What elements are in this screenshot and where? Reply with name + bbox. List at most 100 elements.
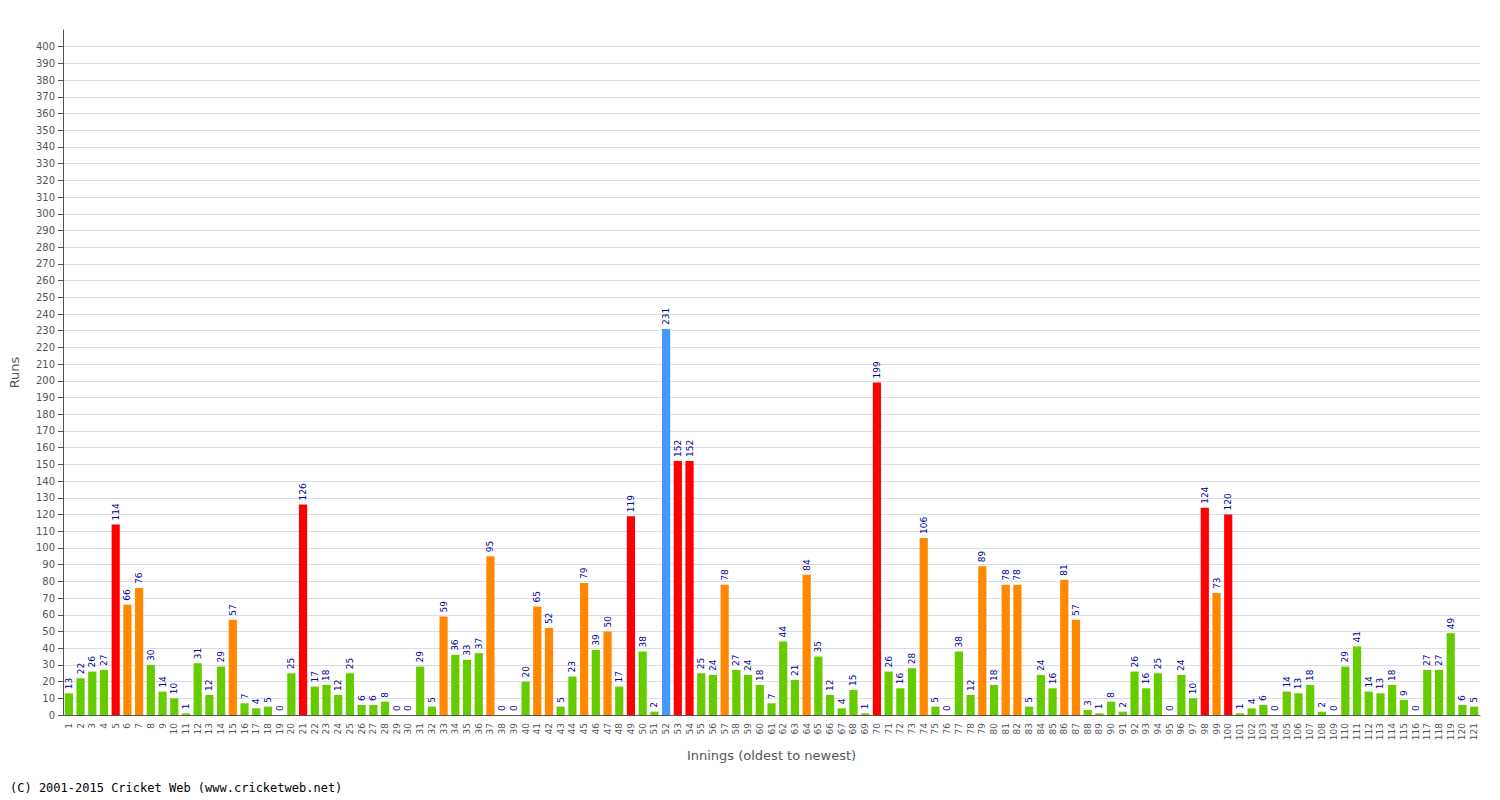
svg-text:20: 20 [42, 676, 55, 687]
svg-text:29: 29 [1340, 651, 1350, 663]
svg-text:0: 0 [49, 710, 55, 721]
svg-text:100: 100 [36, 542, 55, 553]
svg-text:109: 109 [1329, 723, 1339, 740]
svg-text:76: 76 [942, 723, 952, 735]
svg-text:7: 7 [134, 723, 144, 729]
svg-text:140: 140 [36, 476, 55, 487]
svg-text:370: 370 [36, 91, 55, 102]
svg-text:43: 43 [556, 723, 566, 734]
svg-text:120: 120 [36, 509, 55, 520]
svg-text:8: 8 [1106, 692, 1116, 698]
svg-text:88: 88 [1083, 723, 1093, 735]
svg-text:55: 55 [696, 723, 706, 734]
svg-text:38: 38 [497, 723, 507, 735]
svg-text:70: 70 [872, 723, 882, 735]
svg-text:52: 52 [544, 613, 554, 624]
svg-text:14: 14 [1364, 676, 1374, 688]
svg-text:0: 0 [1329, 705, 1339, 711]
svg-text:59: 59 [743, 723, 753, 735]
svg-text:18: 18 [755, 669, 765, 681]
svg-text:290: 290 [36, 225, 55, 236]
svg-text:41: 41 [532, 723, 542, 734]
svg-text:92: 92 [1130, 723, 1140, 734]
svg-text:81: 81 [1001, 723, 1011, 734]
svg-text:60: 60 [755, 723, 765, 735]
svg-text:124: 124 [1200, 486, 1210, 503]
svg-text:350: 350 [36, 125, 55, 136]
svg-text:6: 6 [368, 695, 378, 701]
svg-text:28: 28 [907, 652, 917, 664]
svg-text:4: 4 [837, 698, 847, 704]
svg-text:98: 98 [1200, 723, 1210, 735]
svg-text:18: 18 [1305, 669, 1315, 681]
svg-text:36: 36 [450, 639, 460, 651]
svg-text:0: 0 [497, 705, 507, 711]
svg-text:77: 77 [954, 723, 964, 734]
svg-text:13: 13 [204, 723, 214, 734]
svg-text:10: 10 [1188, 683, 1198, 695]
svg-text:4: 4 [99, 723, 109, 729]
svg-text:31: 31 [193, 648, 203, 659]
svg-text:119: 119 [1446, 723, 1456, 740]
svg-text:270: 270 [36, 258, 55, 269]
svg-text:310: 310 [36, 192, 55, 203]
svg-text:99: 99 [1212, 723, 1222, 735]
svg-text:18: 18 [1387, 669, 1397, 681]
svg-text:280: 280 [36, 242, 55, 253]
svg-text:12: 12 [333, 679, 343, 690]
svg-text:104: 104 [1270, 723, 1280, 740]
svg-text:16: 16 [240, 723, 250, 735]
svg-text:24: 24 [333, 723, 343, 735]
svg-text:25: 25 [286, 658, 296, 669]
svg-text:32: 32 [427, 723, 437, 734]
svg-text:30: 30 [146, 649, 156, 661]
svg-text:13: 13 [1293, 678, 1303, 689]
svg-text:7: 7 [767, 694, 777, 700]
svg-text:18: 18 [321, 669, 331, 681]
svg-text:96: 96 [1176, 723, 1186, 735]
svg-text:27: 27 [731, 654, 741, 665]
svg-text:0: 0 [942, 705, 952, 711]
svg-text:190: 190 [36, 392, 55, 403]
svg-text:95: 95 [485, 541, 495, 552]
svg-text:21: 21 [298, 723, 308, 734]
svg-text:Runs: Runs [7, 356, 22, 388]
svg-text:17: 17 [310, 671, 320, 682]
svg-text:24: 24 [1036, 659, 1046, 671]
svg-text:85: 85 [1048, 723, 1058, 734]
svg-text:10: 10 [169, 723, 179, 735]
svg-text:8: 8 [146, 723, 156, 729]
svg-text:91: 91 [1118, 723, 1128, 734]
svg-text:103: 103 [1258, 723, 1268, 740]
svg-text:23: 23 [321, 723, 331, 734]
svg-text:90: 90 [42, 559, 55, 570]
svg-text:152: 152 [673, 440, 683, 457]
svg-text:199: 199 [872, 361, 882, 378]
svg-text:5: 5 [111, 723, 121, 729]
svg-text:17: 17 [251, 723, 261, 734]
svg-text:0: 0 [392, 705, 402, 711]
svg-text:12: 12 [193, 723, 203, 734]
svg-text:40: 40 [42, 643, 55, 654]
svg-text:5: 5 [930, 697, 940, 703]
svg-text:250: 250 [36, 292, 55, 303]
svg-text:4: 4 [251, 698, 261, 704]
svg-text:97: 97 [1188, 723, 1198, 734]
svg-text:71: 71 [884, 723, 894, 734]
svg-text:26: 26 [1130, 656, 1140, 668]
svg-text:114: 114 [1387, 723, 1397, 740]
svg-text:107: 107 [1305, 723, 1315, 740]
svg-text:220: 220 [36, 342, 55, 353]
svg-text:1: 1 [181, 704, 191, 710]
svg-text:83: 83 [1024, 723, 1034, 734]
svg-text:6: 6 [357, 695, 367, 701]
svg-text:113: 113 [1375, 723, 1385, 740]
svg-text:58: 58 [731, 723, 741, 735]
svg-text:20: 20 [286, 723, 296, 735]
svg-text:45: 45 [579, 723, 589, 734]
svg-text:59: 59 [439, 601, 449, 613]
svg-text:78: 78 [1012, 569, 1022, 581]
svg-text:14: 14 [1282, 676, 1292, 688]
svg-text:50: 50 [603, 616, 613, 628]
svg-text:48: 48 [614, 723, 624, 735]
